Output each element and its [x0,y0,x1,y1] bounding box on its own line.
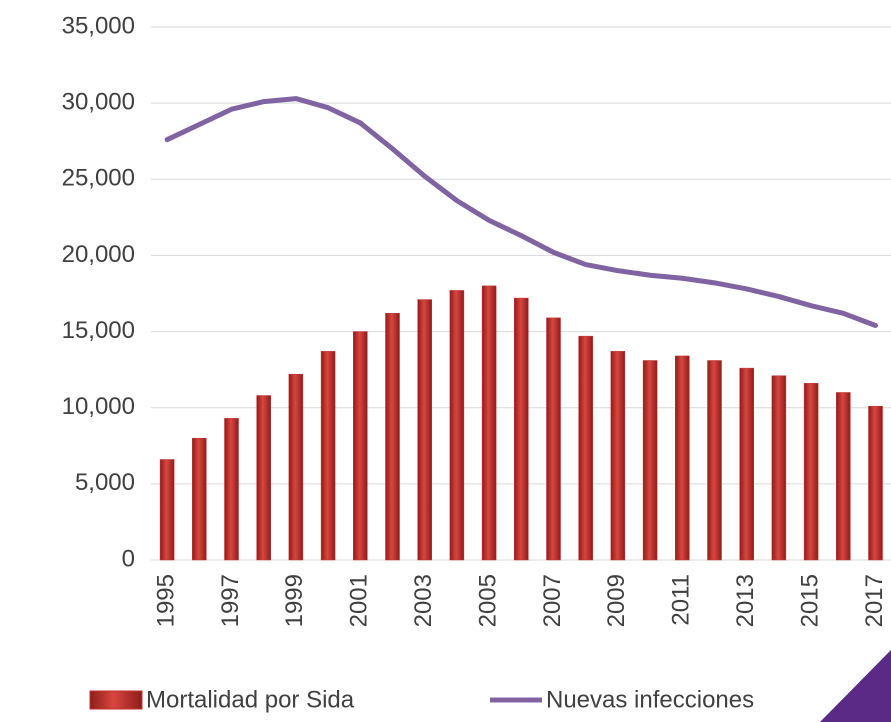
y-tick-label: 15,000 [62,317,135,344]
y-tick-label: 30,000 [62,88,135,115]
bar [642,360,658,561]
bar [449,290,465,561]
bar [481,285,497,561]
y-tick-label: 25,000 [62,165,135,192]
x-tick-label: 2013 [732,574,759,627]
x-tick-label: 2007 [539,574,566,627]
bar [353,331,368,561]
bar [385,313,400,561]
y-tick-label: 5,000 [75,469,135,496]
x-tick-label: 1999 [281,574,308,627]
bar [739,367,754,561]
bar [192,437,207,561]
legend-label: Nuevas infecciones [546,686,754,713]
bar [610,351,626,561]
bar [256,395,271,561]
bar [320,351,336,561]
bar [803,383,819,561]
x-tick-label: 2005 [474,574,501,627]
bar [159,459,175,561]
x-tick-label: 2011 [668,574,695,626]
legend-label: Mortalidad por Sida [146,686,355,713]
x-tick-label: 1995 [152,574,179,627]
x-tick-label: 2017 [861,574,888,627]
corner-decoration [820,650,891,722]
y-tick-label: 20,000 [62,241,135,268]
bar [417,299,432,561]
x-tick-label: 2003 [410,574,437,627]
y-tick-label: 10,000 [62,393,135,420]
bar [288,373,304,561]
bar [224,418,239,561]
legend-swatch [89,690,143,710]
bar [546,317,561,561]
bar [707,360,722,561]
x-tick-label: 2015 [796,574,823,627]
x-tick-label: 1997 [217,574,244,627]
bar [868,405,883,561]
x-tick-label: 2001 [346,574,373,627]
bar [771,375,787,561]
bar [578,335,593,561]
y-tick-label: 0 [122,545,135,572]
x-tick-label: 2009 [603,574,630,627]
line [164,96,878,328]
bar [836,392,851,561]
bar [675,355,690,561]
y-tick-label: 35,000 [62,12,135,39]
bar [514,297,529,561]
